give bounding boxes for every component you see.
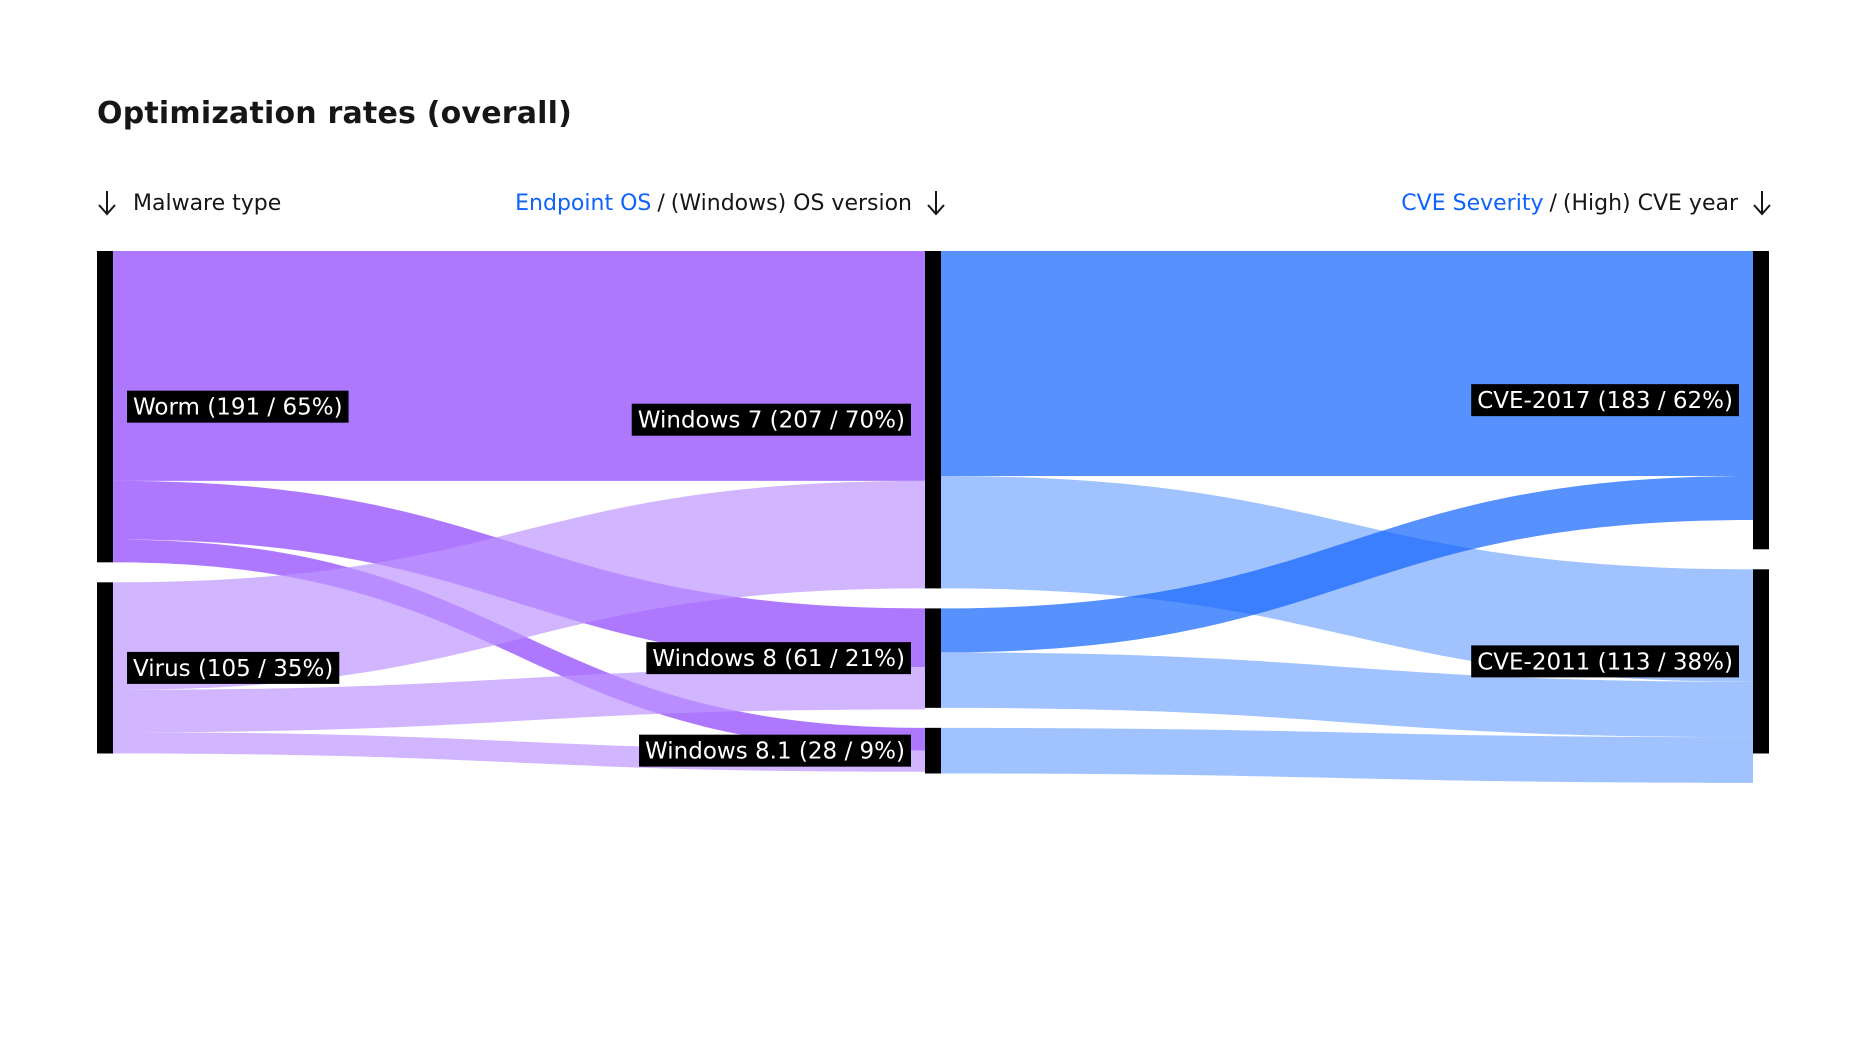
chart-title: Optimization rates (overall): [97, 96, 573, 131]
arrow-down-icon[interactable]: [97, 189, 117, 217]
link-win8-to-cve2011[interactable]: [941, 652, 1753, 738]
breadcrumb-link-endpoint-os[interactable]: Endpoint OS: [515, 190, 652, 216]
node-cve2017[interactable]: [1753, 251, 1769, 550]
node-label-virus: Virus (105 / 35%): [127, 651, 340, 684]
node-worm[interactable]: [97, 251, 113, 563]
breadcrumb-link-cve-severity[interactable]: CVE Severity: [1401, 190, 1544, 216]
labels-layer: Worm (191 / 65%) Virus (105 / 35%) Windows…: [127, 384, 1739, 767]
node-label-text-virus: Virus (105 / 35%): [133, 656, 333, 682]
column-label-cve-year: (High) CVE year: [1562, 190, 1738, 216]
node-label-win8: Windows 8 (61 / 21%): [646, 642, 911, 675]
node-label-cve2011: CVE-2011 (113 / 38%): [1471, 645, 1739, 678]
link-win8-to-cve2017[interactable]: [941, 475, 1753, 653]
column-label-malware: Malware type: [133, 190, 282, 216]
node-label-worm: Worm (191 / 65%): [127, 390, 349, 423]
arrow-down-icon[interactable]: [1752, 189, 1772, 217]
node-win8[interactable]: [925, 608, 941, 708]
column-header-malware-type: Malware type: [97, 186, 281, 220]
node-label-text-worm: Worm (191 / 65%): [133, 395, 343, 421]
link-worm-to-win7[interactable]: [113, 251, 925, 481]
column-header-cve-year: CVE Severity / (High) CVE year: [1401, 186, 1772, 220]
link-worm-to-win81[interactable]: [113, 539, 925, 751]
node-label-win7: Windows 7 (207 / 70%): [631, 403, 911, 436]
node-virus[interactable]: [97, 582, 113, 754]
nodes-layer: [97, 251, 1769, 774]
column-header-os-version: Endpoint OS / (Windows) OS version: [515, 186, 946, 220]
node-label-text-win8: Windows 8 (61 / 21%): [652, 646, 905, 672]
node-win81[interactable]: [925, 727, 941, 774]
link-virus-to-win8[interactable]: [113, 667, 925, 733]
node-label-text-win7: Windows 7 (207 / 70%): [638, 408, 905, 434]
breadcrumb-separator: /: [1549, 190, 1557, 216]
node-label-text-cve2017: CVE-2017 (183 / 62%): [1477, 388, 1733, 414]
node-label-text-cve2011: CVE-2011 (113 / 38%): [1477, 649, 1733, 675]
node-label-text-win81: Windows 8.1 (28 / 9%): [645, 739, 905, 765]
arrow-down-icon[interactable]: [926, 189, 946, 217]
link-virus-to-win7[interactable]: [113, 480, 925, 690]
breadcrumb-separator: /: [657, 190, 665, 216]
node-label-cve2017: CVE-2017 (183 / 62%): [1471, 384, 1739, 417]
link-win81-to-cve2011[interactable]: [941, 727, 1753, 783]
node-win7[interactable]: [925, 251, 941, 589]
link-win7-to-cve2017[interactable]: [941, 251, 1753, 476]
node-cve2011[interactable]: [1753, 569, 1769, 754]
column-label-os-version: (Windows) OS version: [670, 190, 912, 216]
node-label-win81: Windows 8.1 (28 / 9%): [639, 734, 911, 767]
